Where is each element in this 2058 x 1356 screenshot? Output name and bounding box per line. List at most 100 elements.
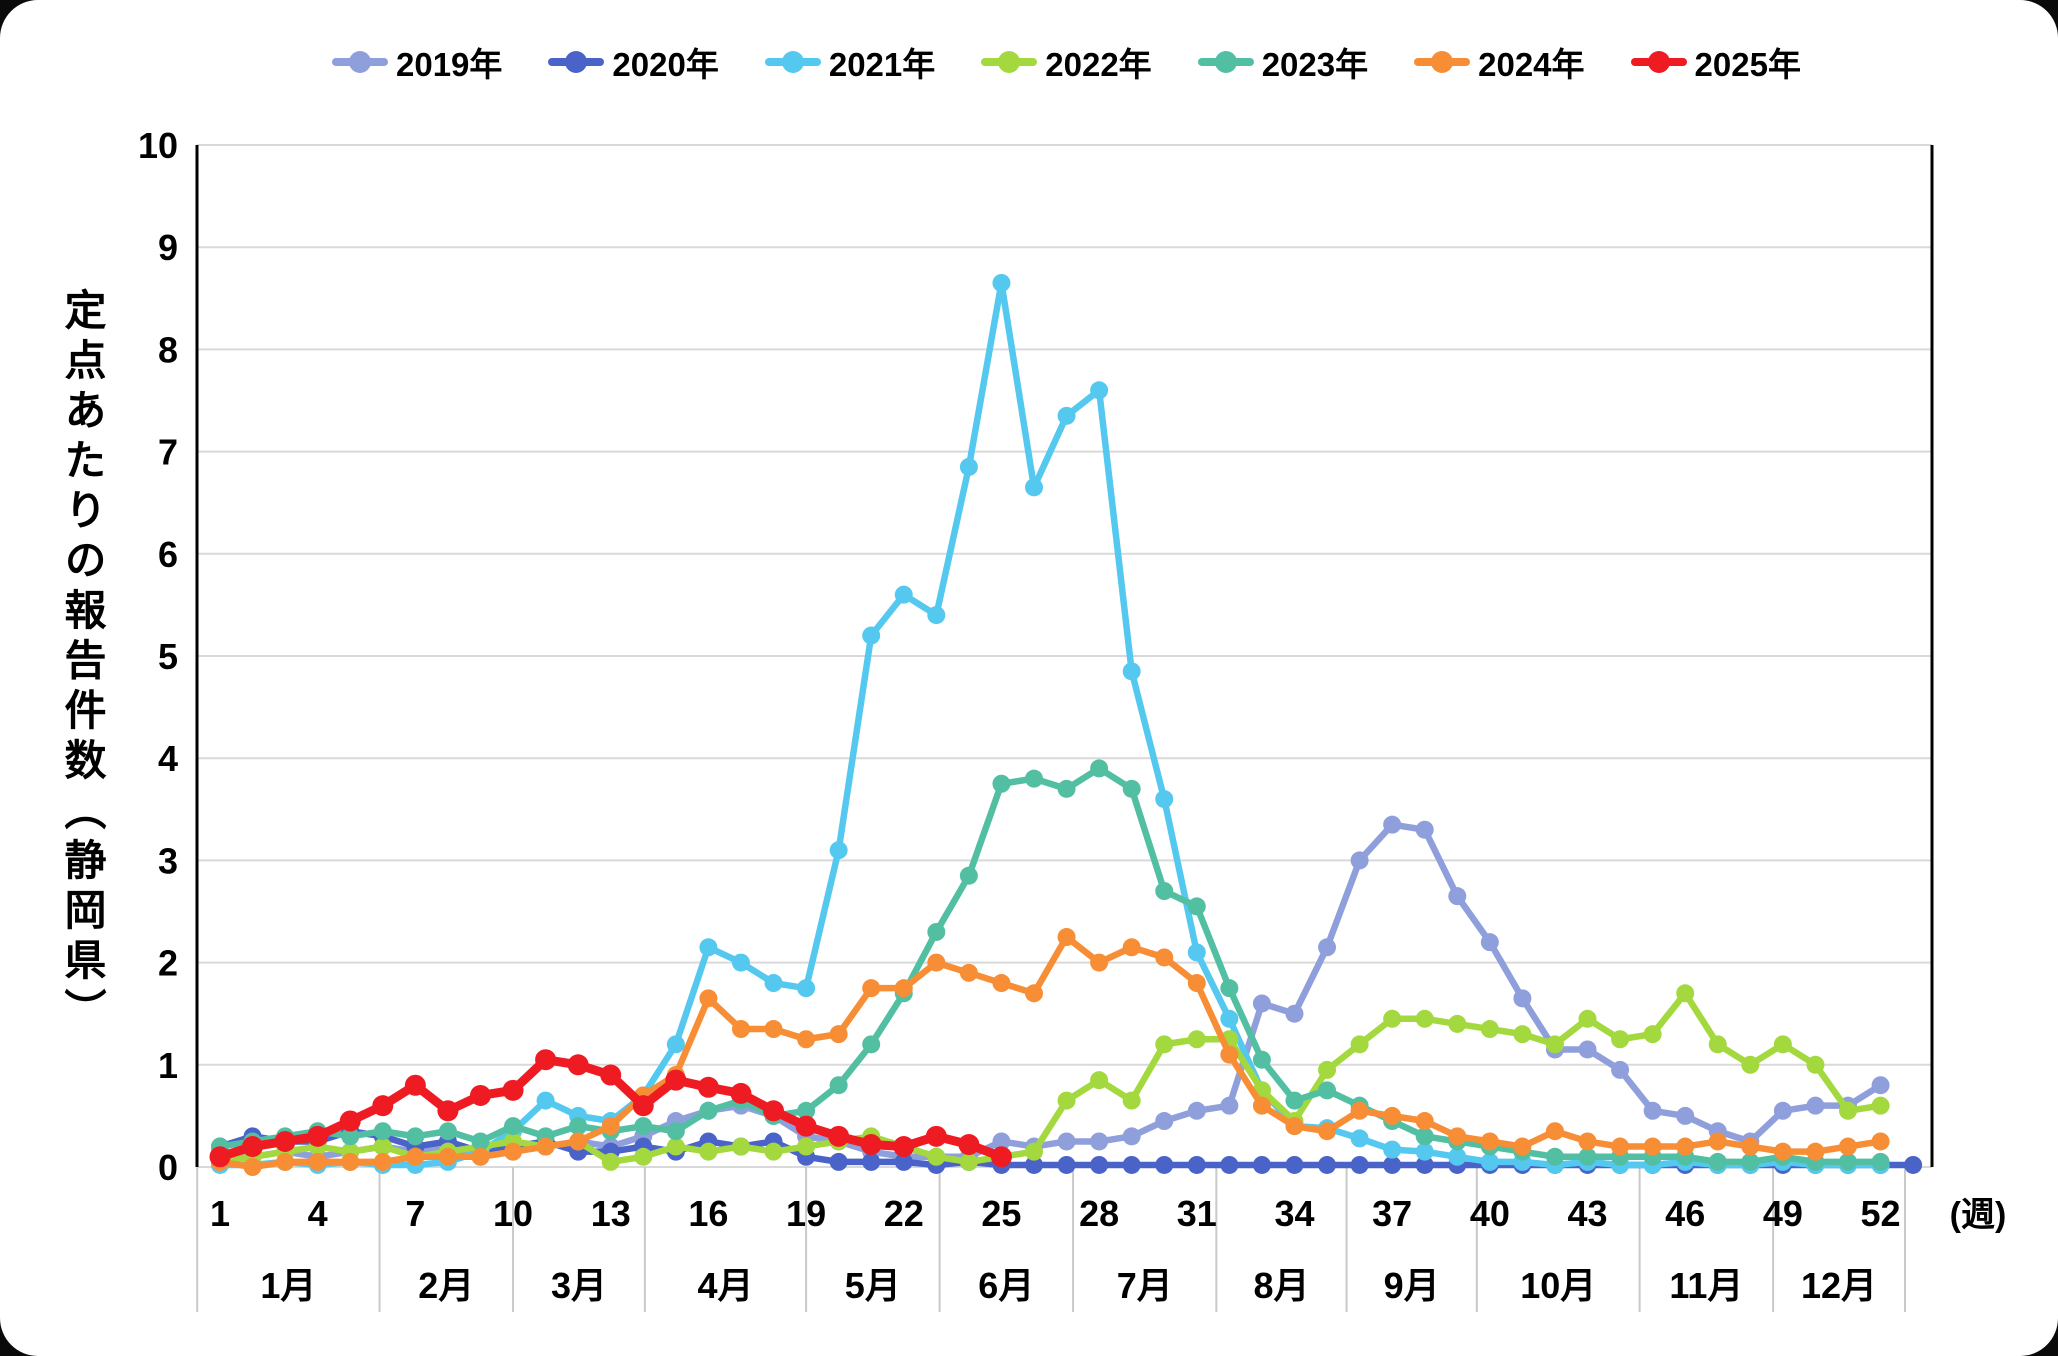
series-2024-point bbox=[1448, 1127, 1467, 1146]
series-2025-point bbox=[567, 1054, 589, 1076]
series-2022-point bbox=[1350, 1035, 1369, 1054]
series-2023-point bbox=[1220, 979, 1239, 998]
legend-label-2024: 2024年 bbox=[1478, 46, 1585, 83]
series-2021-point bbox=[1448, 1147, 1467, 1166]
series-2020-point bbox=[1415, 1155, 1434, 1174]
series-2021-point bbox=[1187, 943, 1206, 962]
series-2024-point bbox=[1578, 1132, 1597, 1151]
series-2024-point bbox=[471, 1147, 490, 1166]
series-2024-point bbox=[1025, 984, 1043, 1003]
series-2021-point bbox=[1350, 1129, 1369, 1148]
series-2025-point bbox=[795, 1115, 817, 1137]
series-2022-point bbox=[1480, 1020, 1499, 1039]
series-2025-point bbox=[697, 1076, 719, 1098]
series-2019-point bbox=[1871, 1076, 1890, 1095]
series-2019-point bbox=[1350, 851, 1369, 870]
series-2022-point bbox=[1643, 1025, 1662, 1044]
series-2019-point bbox=[1057, 1132, 1076, 1151]
series-2025-point bbox=[730, 1082, 752, 1104]
series-2022-point bbox=[764, 1142, 783, 1161]
legend-item-2021: 2021年 bbox=[764, 38, 935, 86]
x-tick-label: 7 bbox=[405, 1193, 425, 1234]
legend-dot-swatch bbox=[1647, 51, 1670, 73]
series-2024-point bbox=[1676, 1137, 1695, 1156]
legend-dot-swatch bbox=[781, 51, 804, 73]
series-2021-point bbox=[797, 979, 816, 998]
series-2020-point bbox=[1090, 1155, 1109, 1174]
series-2023-point bbox=[1057, 779, 1076, 798]
x-tick-label: 28 bbox=[1079, 1193, 1119, 1234]
series-2023-point bbox=[373, 1122, 392, 1141]
y-tick-label: 6 bbox=[158, 534, 178, 575]
legend-line-dot-icon bbox=[981, 51, 1038, 73]
month-label: 9月 bbox=[1384, 1265, 1440, 1306]
series-2022-point bbox=[601, 1152, 620, 1171]
series-2019-point bbox=[1220, 1096, 1239, 1115]
y-axis-title: 定点あたりの報告件数（静岡県） bbox=[59, 288, 106, 1038]
series-2023-point bbox=[504, 1117, 523, 1136]
series-2019-point bbox=[1122, 1127, 1141, 1146]
series-2021-point bbox=[1025, 478, 1043, 497]
series-2024-point bbox=[1480, 1132, 1499, 1151]
series-2023-point bbox=[471, 1132, 490, 1151]
series-2024-point bbox=[1741, 1137, 1760, 1156]
x-tick-label: 43 bbox=[1567, 1193, 1607, 1234]
y-tick-label: 5 bbox=[158, 636, 178, 677]
y-tick-label: 9 bbox=[158, 227, 178, 268]
series-2025-point bbox=[372, 1095, 394, 1117]
series-2022-point bbox=[1806, 1055, 1825, 1074]
series-2020-point bbox=[829, 1152, 848, 1171]
series-2020-point bbox=[1252, 1155, 1271, 1174]
legend-line-dot-icon bbox=[764, 51, 821, 73]
series-2024-point bbox=[276, 1152, 295, 1171]
series-2021-point bbox=[699, 938, 718, 957]
series-2022-point bbox=[1545, 1035, 1564, 1054]
series-2024-point bbox=[1708, 1132, 1727, 1151]
series-2023-point bbox=[569, 1117, 588, 1136]
series-2019-point bbox=[1383, 815, 1402, 834]
series-2025-point bbox=[535, 1049, 557, 1071]
series-2019-point bbox=[1578, 1040, 1597, 1059]
series-2022-point bbox=[1122, 1091, 1141, 1110]
series-2023-point bbox=[341, 1127, 360, 1146]
series-2024-point bbox=[1839, 1137, 1857, 1156]
y-tick-label: 1 bbox=[158, 1045, 178, 1086]
series-2021-point bbox=[862, 626, 881, 645]
series-2024-point bbox=[829, 1025, 848, 1044]
series-2023-point bbox=[1155, 882, 1174, 901]
series-2022-point bbox=[1741, 1055, 1760, 1074]
legend-dot-swatch bbox=[565, 51, 588, 73]
series-2022-point bbox=[1839, 1101, 1857, 1120]
legend-line-dot-icon bbox=[548, 51, 605, 73]
month-label: 11月 bbox=[1669, 1265, 1743, 1306]
legend-dot-swatch bbox=[1431, 51, 1454, 73]
series-2025-point bbox=[502, 1079, 524, 1101]
series-2021-point bbox=[1480, 1152, 1499, 1171]
series-2022-point bbox=[797, 1137, 816, 1156]
x-tick-label: 31 bbox=[1177, 1193, 1217, 1234]
series-2022-point bbox=[1187, 1030, 1206, 1049]
series-2020-point bbox=[1383, 1155, 1402, 1174]
series-2023-point bbox=[959, 866, 978, 885]
series-2022-point bbox=[1871, 1096, 1890, 1115]
series-2024-point bbox=[1871, 1132, 1890, 1151]
series-2023-line bbox=[216, 765, 1884, 1166]
series-2021-point bbox=[536, 1091, 555, 1110]
series-2024-point bbox=[601, 1117, 620, 1136]
series-2023-point bbox=[862, 1035, 881, 1054]
series-2019-point bbox=[1611, 1060, 1630, 1079]
series-2024-point bbox=[1318, 1122, 1337, 1141]
series-2023-point bbox=[927, 922, 946, 941]
series-2023-point bbox=[1415, 1127, 1434, 1146]
series-2022-point bbox=[1708, 1035, 1727, 1054]
series-2024-point bbox=[1155, 948, 1174, 967]
series-2023-point bbox=[1871, 1152, 1890, 1171]
series-2024-point bbox=[1643, 1137, 1662, 1156]
series-2024-point bbox=[1252, 1096, 1271, 1115]
series-2021-point bbox=[1415, 1142, 1434, 1161]
series-2022-point bbox=[1415, 1009, 1434, 1028]
series-2022-point bbox=[1611, 1030, 1630, 1049]
legend-label-2020: 2020年 bbox=[612, 46, 719, 83]
series-2024-point bbox=[569, 1132, 588, 1151]
